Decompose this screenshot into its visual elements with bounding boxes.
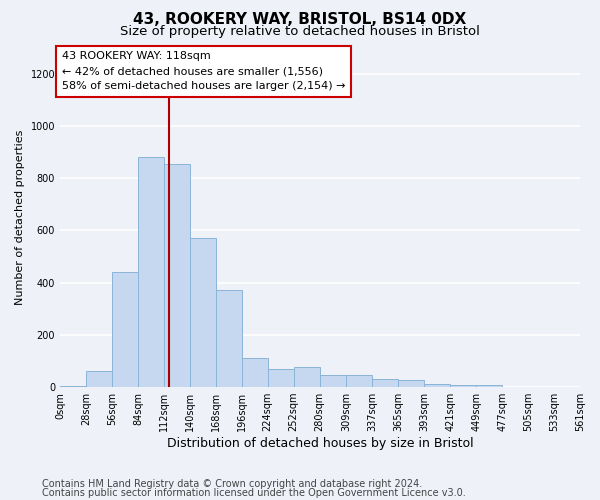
Bar <box>320 374 346 387</box>
Y-axis label: Number of detached properties: Number of detached properties <box>15 130 25 305</box>
Bar <box>216 290 242 387</box>
Bar <box>268 370 293 387</box>
Bar <box>450 385 476 387</box>
Bar <box>398 380 424 387</box>
Bar <box>293 366 320 387</box>
Bar <box>424 384 450 387</box>
Bar <box>190 238 216 387</box>
Bar <box>86 372 112 387</box>
Bar <box>164 164 190 387</box>
Text: 43, ROOKERY WAY, BRISTOL, BS14 0DX: 43, ROOKERY WAY, BRISTOL, BS14 0DX <box>133 12 467 28</box>
Text: Contains HM Land Registry data © Crown copyright and database right 2024.: Contains HM Land Registry data © Crown c… <box>42 479 422 489</box>
Bar <box>60 386 86 387</box>
Bar <box>346 376 373 387</box>
Text: Size of property relative to detached houses in Bristol: Size of property relative to detached ho… <box>120 25 480 38</box>
Bar <box>476 385 502 387</box>
Bar <box>138 157 164 387</box>
Text: 43 ROOKERY WAY: 118sqm
← 42% of detached houses are smaller (1,556)
58% of semi-: 43 ROOKERY WAY: 118sqm ← 42% of detached… <box>62 52 346 91</box>
Bar <box>112 272 138 387</box>
Bar <box>373 379 398 387</box>
Bar <box>242 358 268 387</box>
X-axis label: Distribution of detached houses by size in Bristol: Distribution of detached houses by size … <box>167 437 473 450</box>
Text: Contains public sector information licensed under the Open Government Licence v3: Contains public sector information licen… <box>42 488 466 498</box>
